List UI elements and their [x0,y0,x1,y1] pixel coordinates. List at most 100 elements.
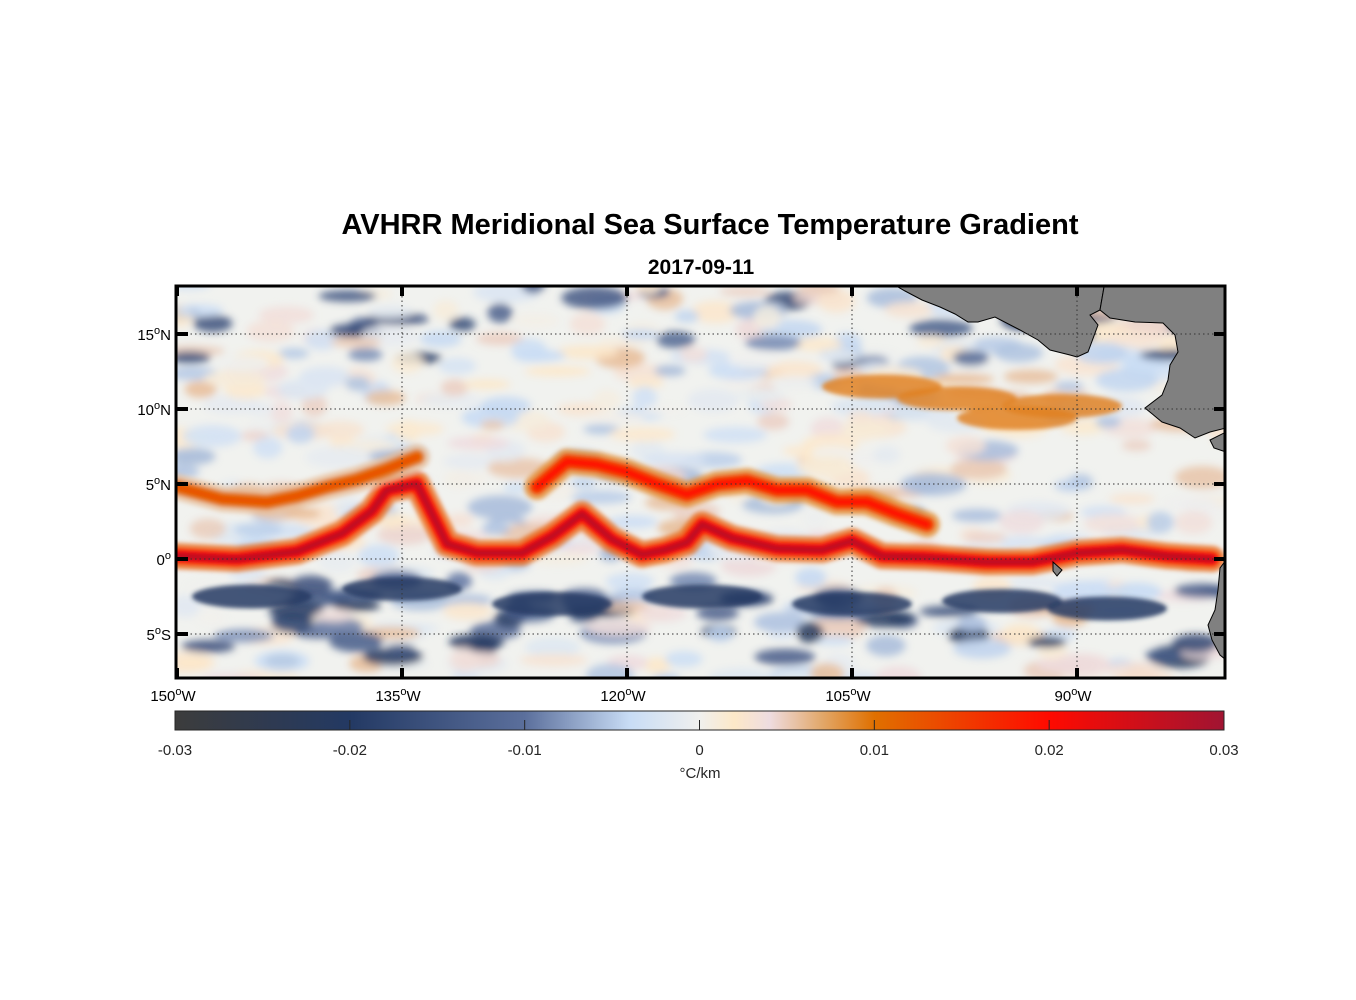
field-cell [487,303,513,323]
field-cell [318,549,356,573]
field-cell [774,376,818,389]
field-patch [792,592,912,616]
field-cell [796,457,857,478]
field-cell [268,401,293,423]
field-cell [177,595,201,618]
field-cell [810,663,845,677]
field-cell [952,350,990,367]
y-tick-label: 15oN [137,325,171,344]
field-cell [1172,633,1219,653]
field-cell [582,411,646,424]
field-cell [810,445,855,461]
field-cell [384,644,416,655]
field-cell [916,335,946,348]
field-cell [802,506,827,530]
field-cell [884,301,934,318]
field-cell [1108,493,1155,505]
field-cell [754,648,816,666]
field-cell [305,446,372,469]
field-cell [449,647,480,672]
field-cell [847,410,873,423]
field-cell [480,419,505,431]
field-cell [1052,653,1111,677]
field-cell [443,594,493,607]
field-cell [727,351,781,369]
field-cell [1054,381,1084,392]
field-cell [254,650,310,673]
field-cell [1164,497,1217,511]
field-cell [998,510,1045,534]
field-cell [442,602,492,620]
colorbar-ticks: -0.03 -0.02 -0.01 0 0.01 0.02 0.03 [158,720,1239,759]
field-patch [492,592,612,616]
land-panama [1209,432,1224,452]
field-cell [1095,416,1122,429]
field-cell [945,436,986,456]
field-cell [177,657,209,668]
field-cell [847,423,890,438]
field-cell [745,335,801,351]
chart-title: AVHRR Meridional Sea Surface Temperature… [341,209,1078,241]
field-cell [213,628,274,643]
x-tick-label: 105oW [825,686,871,705]
field-patch [642,584,762,609]
colorbar-tick-label: 0 [695,742,703,759]
chart-subtitle: 2017-09-11 [648,256,755,279]
front-core [177,480,1216,566]
field-cell [909,319,973,338]
field-cell [754,612,807,633]
field-cell [433,300,459,321]
field-cell [440,379,469,397]
field-cell [476,331,525,346]
fronts [177,374,1224,621]
land-mexico [896,287,1105,358]
field-cell [357,544,400,568]
field-cell [1083,513,1143,534]
x-tick-label: 90oW [1055,686,1093,705]
field-cell [696,605,739,621]
field-cell [703,426,768,444]
field-cell [593,389,621,412]
field-cell [450,471,488,486]
field-cell [837,672,880,677]
field-cell [875,666,922,677]
field-cell [679,346,708,363]
field-cell [674,309,700,323]
field-cell [953,638,1011,659]
field-cell [467,495,533,520]
y-tick-label: 10oN [137,400,171,419]
field-cell [1121,439,1152,451]
field-cell [809,616,866,641]
field-cell [1027,636,1067,648]
field-cell [214,355,270,371]
field-cell [301,394,328,417]
field-cell [872,445,901,464]
field-cell [570,490,632,505]
front-core [533,458,931,528]
field-cell [184,380,217,398]
field-cell [182,424,242,448]
field-cell [609,426,676,442]
field-cell [621,329,660,340]
field-cell [233,522,283,537]
field-cell [641,405,686,416]
field-cell [586,619,653,636]
field-cell [189,518,226,539]
field-cell [569,476,597,489]
field-cell [819,348,859,364]
field-cell [519,653,588,667]
colorbar: -0.03 -0.02 -0.01 0 0.01 0.02 0.03 °C/km [158,710,1239,782]
field-cell [258,306,314,324]
land-galapagos [1052,560,1063,577]
field-cell [831,398,892,417]
axis-ticks: 150oW 135oW 120oW 105oW 90oW 15oN 10oN 5oN 0o 5oS [137,286,1226,705]
field-cell [1145,649,1184,662]
field-cell [1174,583,1224,599]
field-cell [775,671,818,677]
colorbar-tick-label: 0.03 [1209,742,1238,759]
field-cell [177,304,224,317]
field-cell [796,621,824,643]
field-cell [472,287,541,303]
field-cell [448,317,476,332]
field-cell [305,329,339,351]
